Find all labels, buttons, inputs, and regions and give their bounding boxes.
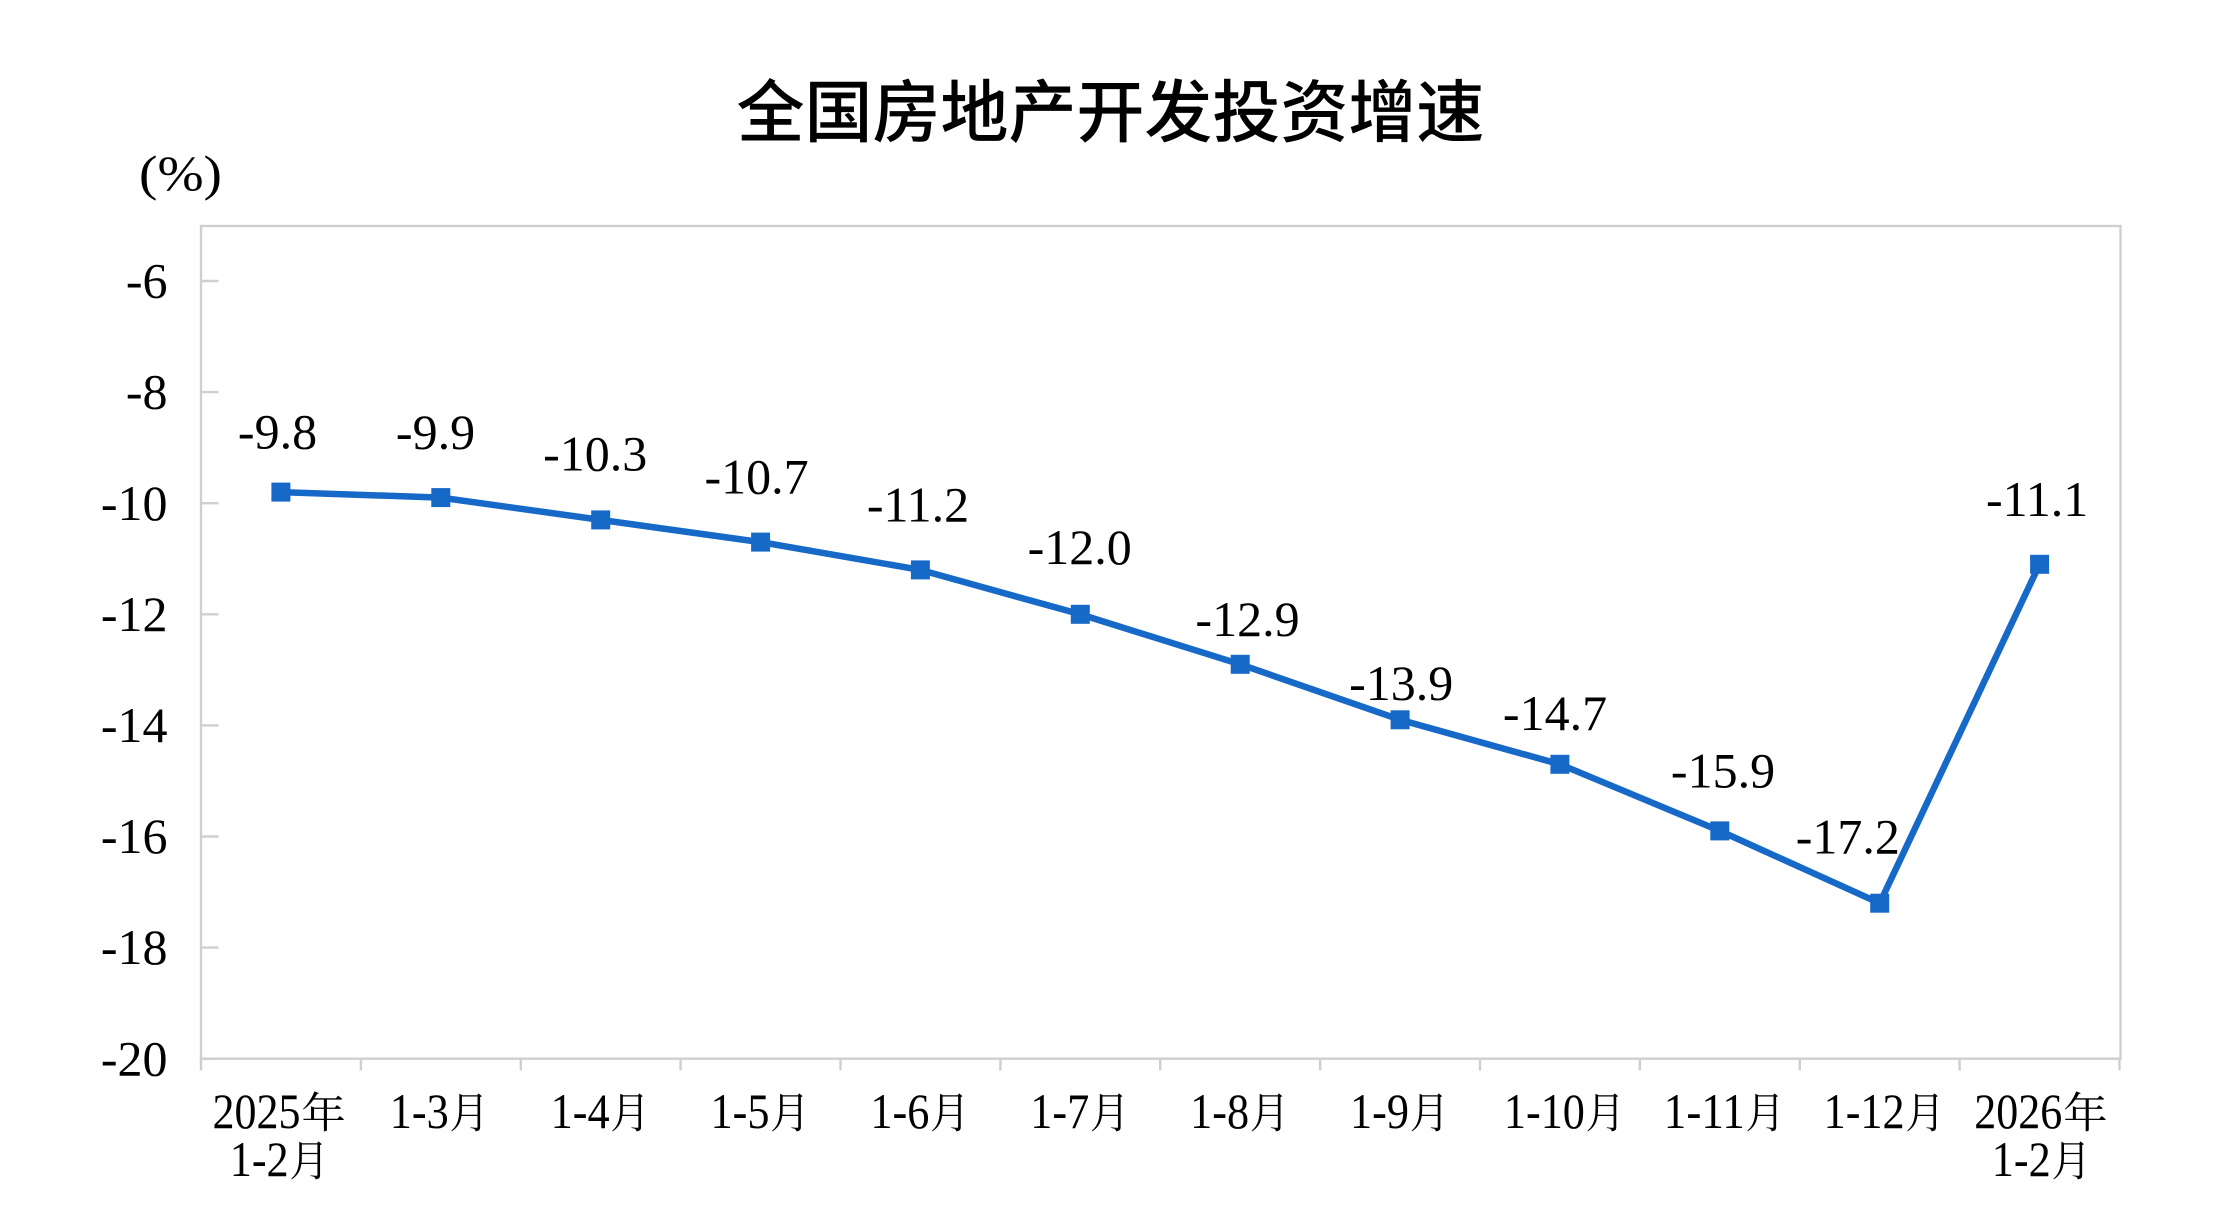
svg-text:1-7: 1-7 — [1030, 1083, 1089, 1139]
svg-text:-13.9: -13.9 — [1349, 655, 1453, 711]
svg-text:-11.2: -11.2 — [867, 476, 969, 532]
svg-text:2026: 2026 — [1974, 1083, 2062, 1139]
svg-text:-11.1: -11.1 — [1986, 471, 2088, 527]
svg-text:1-8: 1-8 — [1190, 1083, 1249, 1139]
svg-text:-15.9: -15.9 — [1671, 743, 1775, 799]
svg-text:-17.2: -17.2 — [1796, 808, 1900, 864]
svg-text:1-12: 1-12 — [1824, 1083, 1905, 1139]
svg-text:1-9: 1-9 — [1350, 1083, 1409, 1139]
svg-text:-18: -18 — [101, 919, 168, 975]
svg-text:2025: 2025 — [213, 1083, 301, 1139]
svg-text:-14.7: -14.7 — [1503, 685, 1607, 741]
svg-text:-9.8: -9.8 — [238, 404, 317, 460]
svg-text:1-6: 1-6 — [870, 1083, 929, 1139]
svg-text:-8: -8 — [126, 364, 168, 420]
svg-text:-10.7: -10.7 — [705, 449, 809, 505]
svg-text:-12.9: -12.9 — [1195, 591, 1299, 647]
svg-text:(%): (%) — [139, 145, 222, 201]
svg-text:-9.9: -9.9 — [396, 404, 475, 460]
svg-text:-12: -12 — [101, 586, 168, 642]
svg-text:-6: -6 — [126, 253, 168, 309]
svg-text:1-2: 1-2 — [1992, 1131, 2051, 1187]
svg-text:-14: -14 — [101, 697, 168, 753]
svg-text:-10: -10 — [101, 475, 168, 531]
svg-text:1-2: 1-2 — [230, 1131, 289, 1187]
svg-text:1-3: 1-3 — [390, 1083, 449, 1139]
svg-text:1-11: 1-11 — [1664, 1083, 1745, 1139]
svg-text:1-10: 1-10 — [1504, 1083, 1585, 1139]
svg-text:1-5: 1-5 — [711, 1083, 770, 1139]
svg-text:1-4: 1-4 — [551, 1083, 610, 1139]
svg-text:-12.0: -12.0 — [1028, 519, 1132, 575]
svg-text:-10.3: -10.3 — [543, 425, 647, 481]
svg-text:-20: -20 — [101, 1030, 168, 1086]
svg-text:-16: -16 — [101, 808, 168, 864]
